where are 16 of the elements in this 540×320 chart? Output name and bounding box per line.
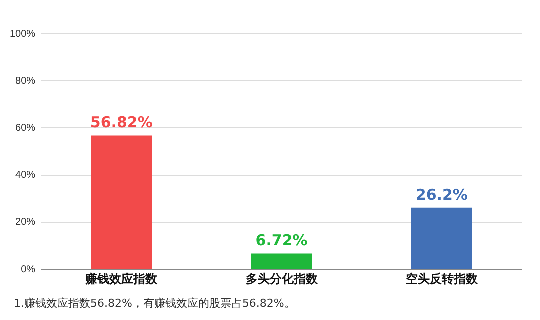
data-label: 26.2% [416, 186, 468, 204]
y-tick-label: 20% [16, 217, 36, 228]
text: 1.赚钱效应指数56.82%，有赚钱效应的股票占56.82%。 [14, 296, 296, 311]
y-tick-label: 40% [16, 170, 36, 182]
x-tick-label: 多头分化指数 [246, 272, 319, 286]
y-tick-label: 60% [16, 122, 36, 134]
x-tick-label: 赚钱效应指数 [84, 272, 159, 286]
bar [91, 136, 152, 270]
data-label: 56.82% [90, 114, 153, 132]
bar [251, 254, 312, 270]
y-tick-label: 0% [21, 264, 36, 276]
y-tick-label: 100% [10, 28, 36, 40]
bar [412, 208, 472, 270]
x-tick-label: 空头反转指数 [406, 272, 479, 286]
data-label: 6.72% [256, 232, 308, 250]
y-tick-label: 80% [16, 76, 36, 87]
